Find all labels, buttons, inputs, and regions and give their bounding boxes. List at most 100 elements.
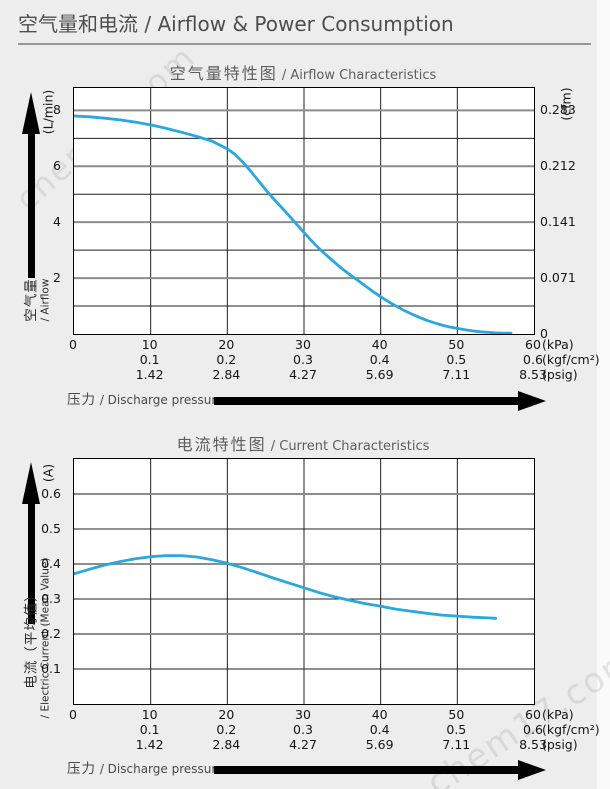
x-tick-label: 30 — [295, 707, 311, 722]
x-tick-label: 0.6 — [523, 722, 543, 737]
x-axis-unit: (kgf/cm²) — [542, 722, 600, 737]
x-tick-label: 1.42 — [135, 367, 164, 382]
airflow-plot-area — [73, 87, 535, 335]
page-title: 空气量和电流 / Airflow & Power Consumption — [18, 12, 454, 36]
x-tick-label: 2.84 — [212, 737, 241, 752]
x-tick-label: 0.2 — [216, 352, 237, 367]
y-tick-label: 0.6 — [41, 486, 61, 501]
x-tick-label: 7.11 — [442, 367, 471, 382]
x-tick-label: 4.27 — [289, 367, 317, 382]
x-tick-label: 50 — [448, 707, 465, 722]
x-tick-label: 30 — [295, 337, 311, 352]
y-tick-label: 0.2 — [41, 626, 61, 641]
y-tick-label: 0.4 — [41, 556, 61, 571]
current-right-ticks — [538, 458, 608, 703]
x-tick-label: 60 — [525, 707, 541, 722]
x-tick-label: 20 — [218, 707, 235, 722]
airflow-axis-up-arrow-icon — [22, 92, 40, 278]
y-tick-label: 8 — [53, 102, 61, 118]
x-tick-label: 10 — [141, 337, 158, 352]
airflow-left-ticks: 8 6 4 2 — [0, 87, 67, 333]
y-tick-label: 0.212 — [540, 158, 576, 174]
x-tick-row: 0 10 20 30 40 50 60 (kPa) — [69, 707, 610, 722]
x-axis-unit: (kPa) — [542, 337, 574, 352]
x-tick-label: 0.2 — [216, 722, 237, 737]
pressure-label-en: / Discharge pressure — [96, 393, 224, 407]
x-tick-label: 0 — [69, 707, 77, 722]
y-tick-label: 0.141 — [540, 214, 576, 230]
arrow-head — [518, 760, 546, 780]
pressure-label-en: / Discharge pressure — [96, 762, 224, 776]
arrow-stem — [27, 504, 35, 624]
current-chart-title: 电流特性图 / Current Characteristics — [73, 431, 533, 455]
x-tick-label: 20 — [218, 337, 235, 352]
airflow-chart-title: 空气量特性图 / Airflow Characteristics — [73, 60, 533, 84]
airflow-x-axis-label: 压力 / Discharge pressure — [67, 388, 223, 408]
current-chart-title-en: / Current Characteristics — [266, 439, 430, 454]
x-tick-label: 0.1 — [139, 352, 160, 367]
arrow-head — [22, 462, 40, 504]
x-tick-row: 0.1 0.2 0.3 0.4 0.5 0.6 (kgf/cm²) — [73, 352, 610, 367]
airflow-pressure-arrow-icon — [214, 391, 546, 411]
arrow-bar — [214, 766, 518, 774]
arrow-bar — [214, 397, 518, 405]
airflow-right-ticks: 0.283 0.212 0.141 0.071 0 — [538, 87, 608, 341]
x-tick-label: 40 — [371, 337, 388, 352]
y-tick-label: 6 — [53, 158, 61, 174]
arrow-head — [22, 92, 40, 134]
x-tick-label: 0.6 — [523, 352, 543, 367]
x-axis-unit: (psig) — [542, 737, 578, 752]
airflow-chart-title-en: / Airflow Characteristics — [277, 68, 437, 83]
x-tick-label: 8.53 — [519, 367, 547, 382]
airflow-curve — [74, 114, 513, 334]
x-tick-label: 0.3 — [293, 352, 313, 367]
arrow-stem — [27, 134, 35, 278]
x-tick-label: 8.53 — [519, 737, 547, 752]
x-tick-label: 60 — [525, 337, 541, 352]
current-curve — [74, 554, 498, 620]
x-tick-label: 0.3 — [293, 722, 313, 737]
airflow-chart-title-zh: 空气量特性图 — [169, 64, 278, 83]
x-tick-row: 0 10 20 30 40 50 60 (kPa) — [69, 337, 610, 352]
x-axis-unit: (kgf/cm²) — [542, 352, 600, 367]
current-pressure-arrow-icon — [214, 760, 546, 780]
x-tick-row: 1.42 2.84 4.27 5.69 7.11 8.53 (psig) — [73, 367, 610, 382]
current-axis-up-arrow-icon — [22, 462, 40, 624]
x-tick-label: 0.1 — [139, 722, 160, 737]
x-tick-label: 7.11 — [442, 737, 471, 752]
pressure-label-zh: 压力 — [67, 761, 96, 777]
y-tick-label: 2 — [53, 270, 61, 286]
x-tick-label: 0 — [69, 337, 77, 352]
x-tick-label: 5.69 — [365, 367, 394, 382]
title-divider — [18, 43, 591, 45]
x-tick-label: 5.69 — [365, 737, 394, 752]
current-x-ticks: 0 10 20 30 40 50 60 (kPa) 0.1 0.2 0.3 0.4 0.5 0.6 (kgf… — [69, 707, 610, 753]
airflow-x-ticks: 0 10 20 30 40 50 60 (kPa) 0.1 0.2 0.3 0.4 0.5 0.6 (kgf… — [69, 337, 610, 383]
y-tick-label: 0.3 — [41, 591, 61, 606]
y-tick-label: 0.1 — [41, 661, 61, 676]
x-tick-label: 4.27 — [289, 737, 317, 752]
pressure-label-zh: 压力 — [67, 392, 96, 408]
current-x-axis-label: 压力 / Discharge pressure — [67, 757, 223, 777]
x-tick-label: 0.5 — [446, 722, 467, 737]
x-tick-label: 10 — [141, 707, 158, 722]
x-tick-label: 1.42 — [135, 737, 164, 752]
x-tick-label: 40 — [371, 707, 388, 722]
x-tick-label: 0.4 — [369, 722, 390, 737]
x-axis-unit: (kPa) — [542, 707, 574, 722]
y-tick-label: 0.5 — [41, 521, 61, 536]
current-left-ticks: 0.6 0.5 0.4 0.3 0.2 0.1 — [0, 458, 67, 703]
current-plot-area — [73, 458, 535, 705]
page-right-margin — [597, 0, 610, 789]
y-tick-label: 0 — [540, 326, 548, 341]
current-chart-title-zh: 电流特性图 — [176, 435, 267, 454]
x-tick-row: 0.1 0.2 0.3 0.4 0.5 0.6 (kgf/cm²) — [73, 722, 610, 737]
x-axis-unit: (psig) — [542, 367, 578, 382]
y-tick-label: 0.283 — [540, 102, 576, 118]
x-tick-row: 1.42 2.84 4.27 5.69 7.11 8.53 (psig) — [73, 737, 610, 752]
y-tick-label: 0.071 — [540, 270, 576, 286]
x-tick-label: 50 — [448, 337, 465, 352]
